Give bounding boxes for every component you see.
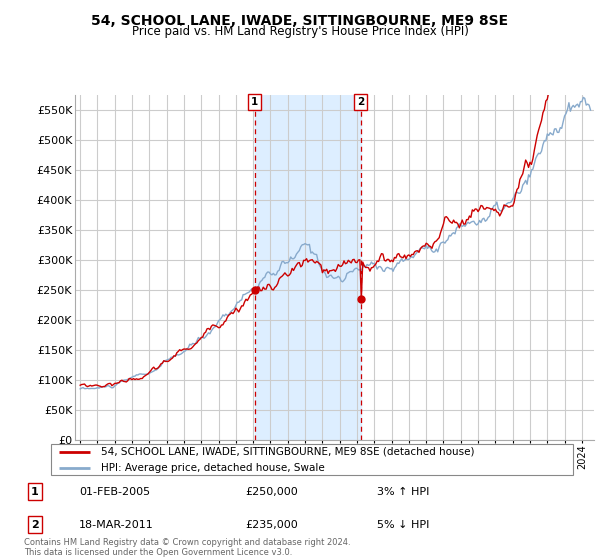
- Text: £235,000: £235,000: [245, 520, 298, 530]
- FancyBboxPatch shape: [50, 444, 574, 475]
- Text: Contains HM Land Registry data © Crown copyright and database right 2024.
This d: Contains HM Land Registry data © Crown c…: [24, 538, 350, 557]
- Text: 54, SCHOOL LANE, IWADE, SITTINGBOURNE, ME9 8SE: 54, SCHOOL LANE, IWADE, SITTINGBOURNE, M…: [91, 14, 509, 28]
- Text: £250,000: £250,000: [245, 487, 298, 497]
- Text: 54, SCHOOL LANE, IWADE, SITTINGBOURNE, ME9 8SE (detached house): 54, SCHOOL LANE, IWADE, SITTINGBOURNE, M…: [101, 447, 475, 457]
- Text: 2: 2: [357, 97, 364, 107]
- Text: Price paid vs. HM Land Registry's House Price Index (HPI): Price paid vs. HM Land Registry's House …: [131, 25, 469, 38]
- Bar: [254, 95, 361, 440]
- Text: 1: 1: [31, 487, 39, 497]
- Text: 3% ↑ HPI: 3% ↑ HPI: [377, 487, 430, 497]
- Text: 5% ↓ HPI: 5% ↓ HPI: [377, 520, 430, 530]
- Text: 18-MAR-2011: 18-MAR-2011: [79, 520, 154, 530]
- Text: 01-FEB-2005: 01-FEB-2005: [79, 487, 151, 497]
- Text: 2: 2: [31, 520, 39, 530]
- Text: 1: 1: [251, 97, 258, 107]
- Text: HPI: Average price, detached house, Swale: HPI: Average price, detached house, Swal…: [101, 463, 325, 473]
